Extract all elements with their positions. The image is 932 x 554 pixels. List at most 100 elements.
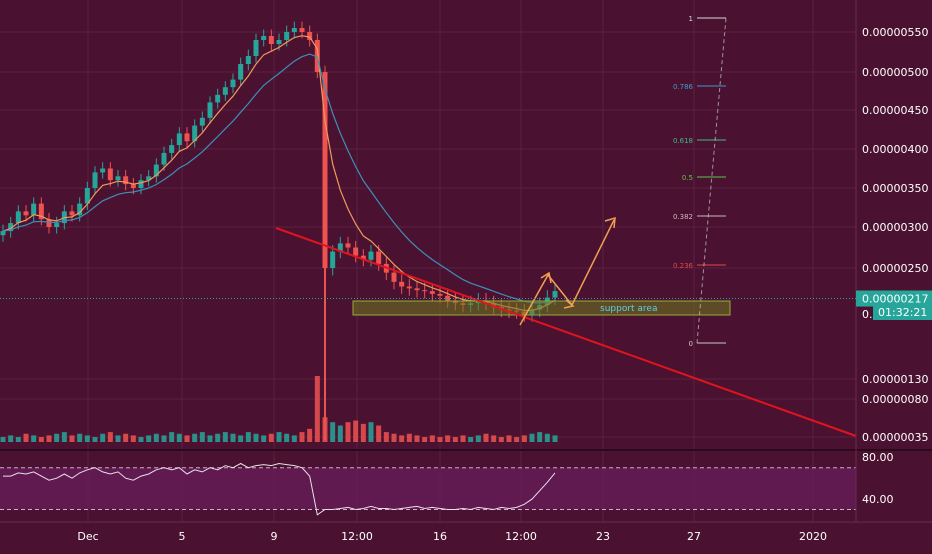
price-tick-label: 0.00000250 (862, 262, 928, 275)
current-price-label: 0.00000217 (862, 293, 928, 306)
volume-bar (184, 435, 190, 442)
candle-body (245, 56, 251, 64)
candle-body (299, 28, 305, 32)
candle-body (23, 211, 29, 216)
volume-bar (69, 435, 75, 442)
volume-bar (245, 432, 251, 442)
volume-bar (15, 437, 21, 442)
candle-body (360, 255, 366, 260)
candle-body (261, 36, 267, 40)
candle-body (199, 117, 205, 126)
rsi-panel (0, 449, 932, 516)
volume-bar (100, 433, 106, 442)
volume-bar (422, 437, 428, 442)
projection-arrowhead (540, 271, 552, 284)
rsi-line (3, 462, 556, 516)
volume-bar (276, 432, 282, 442)
volume-bar (207, 435, 213, 442)
volume-bar (506, 435, 512, 442)
moving-averages (2, 35, 556, 312)
candle-body (161, 152, 167, 165)
candle-body (268, 36, 274, 44)
price-tick-label: 0.00000035 (862, 431, 928, 444)
volume-bar (299, 432, 305, 442)
volume-bar (376, 425, 382, 442)
volume-bar (284, 433, 290, 442)
projection-arrowhead (563, 299, 575, 309)
fib-level-label: 0.786 (673, 83, 694, 91)
fib-level-label: 1 (689, 15, 693, 23)
price-tick-label: 0.00000550 (862, 26, 928, 39)
volume-bar (414, 435, 420, 442)
fib-level-label: 0.236 (673, 262, 694, 270)
volume-bar (261, 435, 267, 442)
candle-body (130, 184, 136, 188)
projection-path[interactable] (519, 216, 616, 326)
volume-bar (84, 435, 90, 442)
candle-body (345, 243, 351, 248)
volume-bar (391, 433, 397, 442)
volume-bar (337, 425, 343, 442)
candle-body (376, 251, 382, 264)
volume-bar (514, 437, 520, 442)
time-tick-label: 23 (596, 530, 610, 543)
candle-body (429, 291, 435, 294)
fibonacci-retracement[interactable]: 1 0.786 0.618 0.5 0.382 0.236 0 (673, 15, 727, 348)
candle-body (222, 87, 228, 95)
fib-diagonal (696, 17, 727, 344)
candle-body (146, 176, 152, 181)
candle-body (69, 211, 75, 216)
current-price-badge (856, 290, 932, 307)
time-tick-label: Dec (77, 530, 98, 543)
volume-bar (491, 435, 497, 442)
fib-level-label: 0.618 (673, 137, 693, 145)
volume-bar (161, 435, 167, 442)
candle-body (192, 125, 198, 142)
volume-bar (192, 433, 198, 442)
descending-trendline[interactable] (275, 227, 857, 437)
volume-bar (153, 433, 159, 442)
volume-bar (130, 435, 136, 442)
volume-bar (345, 422, 351, 442)
volume-bar (77, 433, 83, 442)
ema-slow-line (2, 53, 556, 304)
rsi-band (0, 467, 856, 510)
volume-bar (406, 433, 412, 442)
volume-bar (230, 433, 236, 442)
candle-body (253, 40, 259, 56)
volume-bar (468, 437, 474, 442)
volume-bar (123, 433, 129, 442)
candle-body (0, 231, 6, 236)
countdown-label: 01:32:21 (878, 306, 927, 319)
countdown-badge (873, 304, 932, 320)
fib-level-label: 0.5 (682, 174, 693, 182)
volume-bar (307, 428, 313, 442)
support-area-box[interactable] (352, 300, 731, 316)
price-tick-label: 0.00000450 (862, 104, 928, 117)
volume-bar (552, 435, 558, 442)
volume-bar (529, 433, 535, 442)
volume-bar (146, 435, 152, 442)
volume-bar (445, 435, 451, 442)
volume-bar (460, 435, 466, 442)
candle-body (422, 290, 428, 292)
candle-body (31, 203, 37, 216)
volume-bar (314, 376, 320, 442)
candle-body (46, 219, 52, 227)
candle-body (15, 211, 21, 224)
volume-bar (138, 437, 144, 442)
candle-body (107, 168, 113, 181)
candle-body (123, 176, 129, 185)
countdown-prefix: 0. (862, 308, 873, 321)
candle-body (77, 203, 83, 216)
volume-bar (61, 432, 67, 442)
time-tick-label: 9 (271, 530, 278, 543)
candle-body (230, 79, 236, 88)
volume-bar (498, 437, 504, 442)
candle-body (238, 64, 244, 80)
volume-bar (176, 433, 182, 442)
price-tick-label: 0.00000500 (862, 66, 928, 79)
